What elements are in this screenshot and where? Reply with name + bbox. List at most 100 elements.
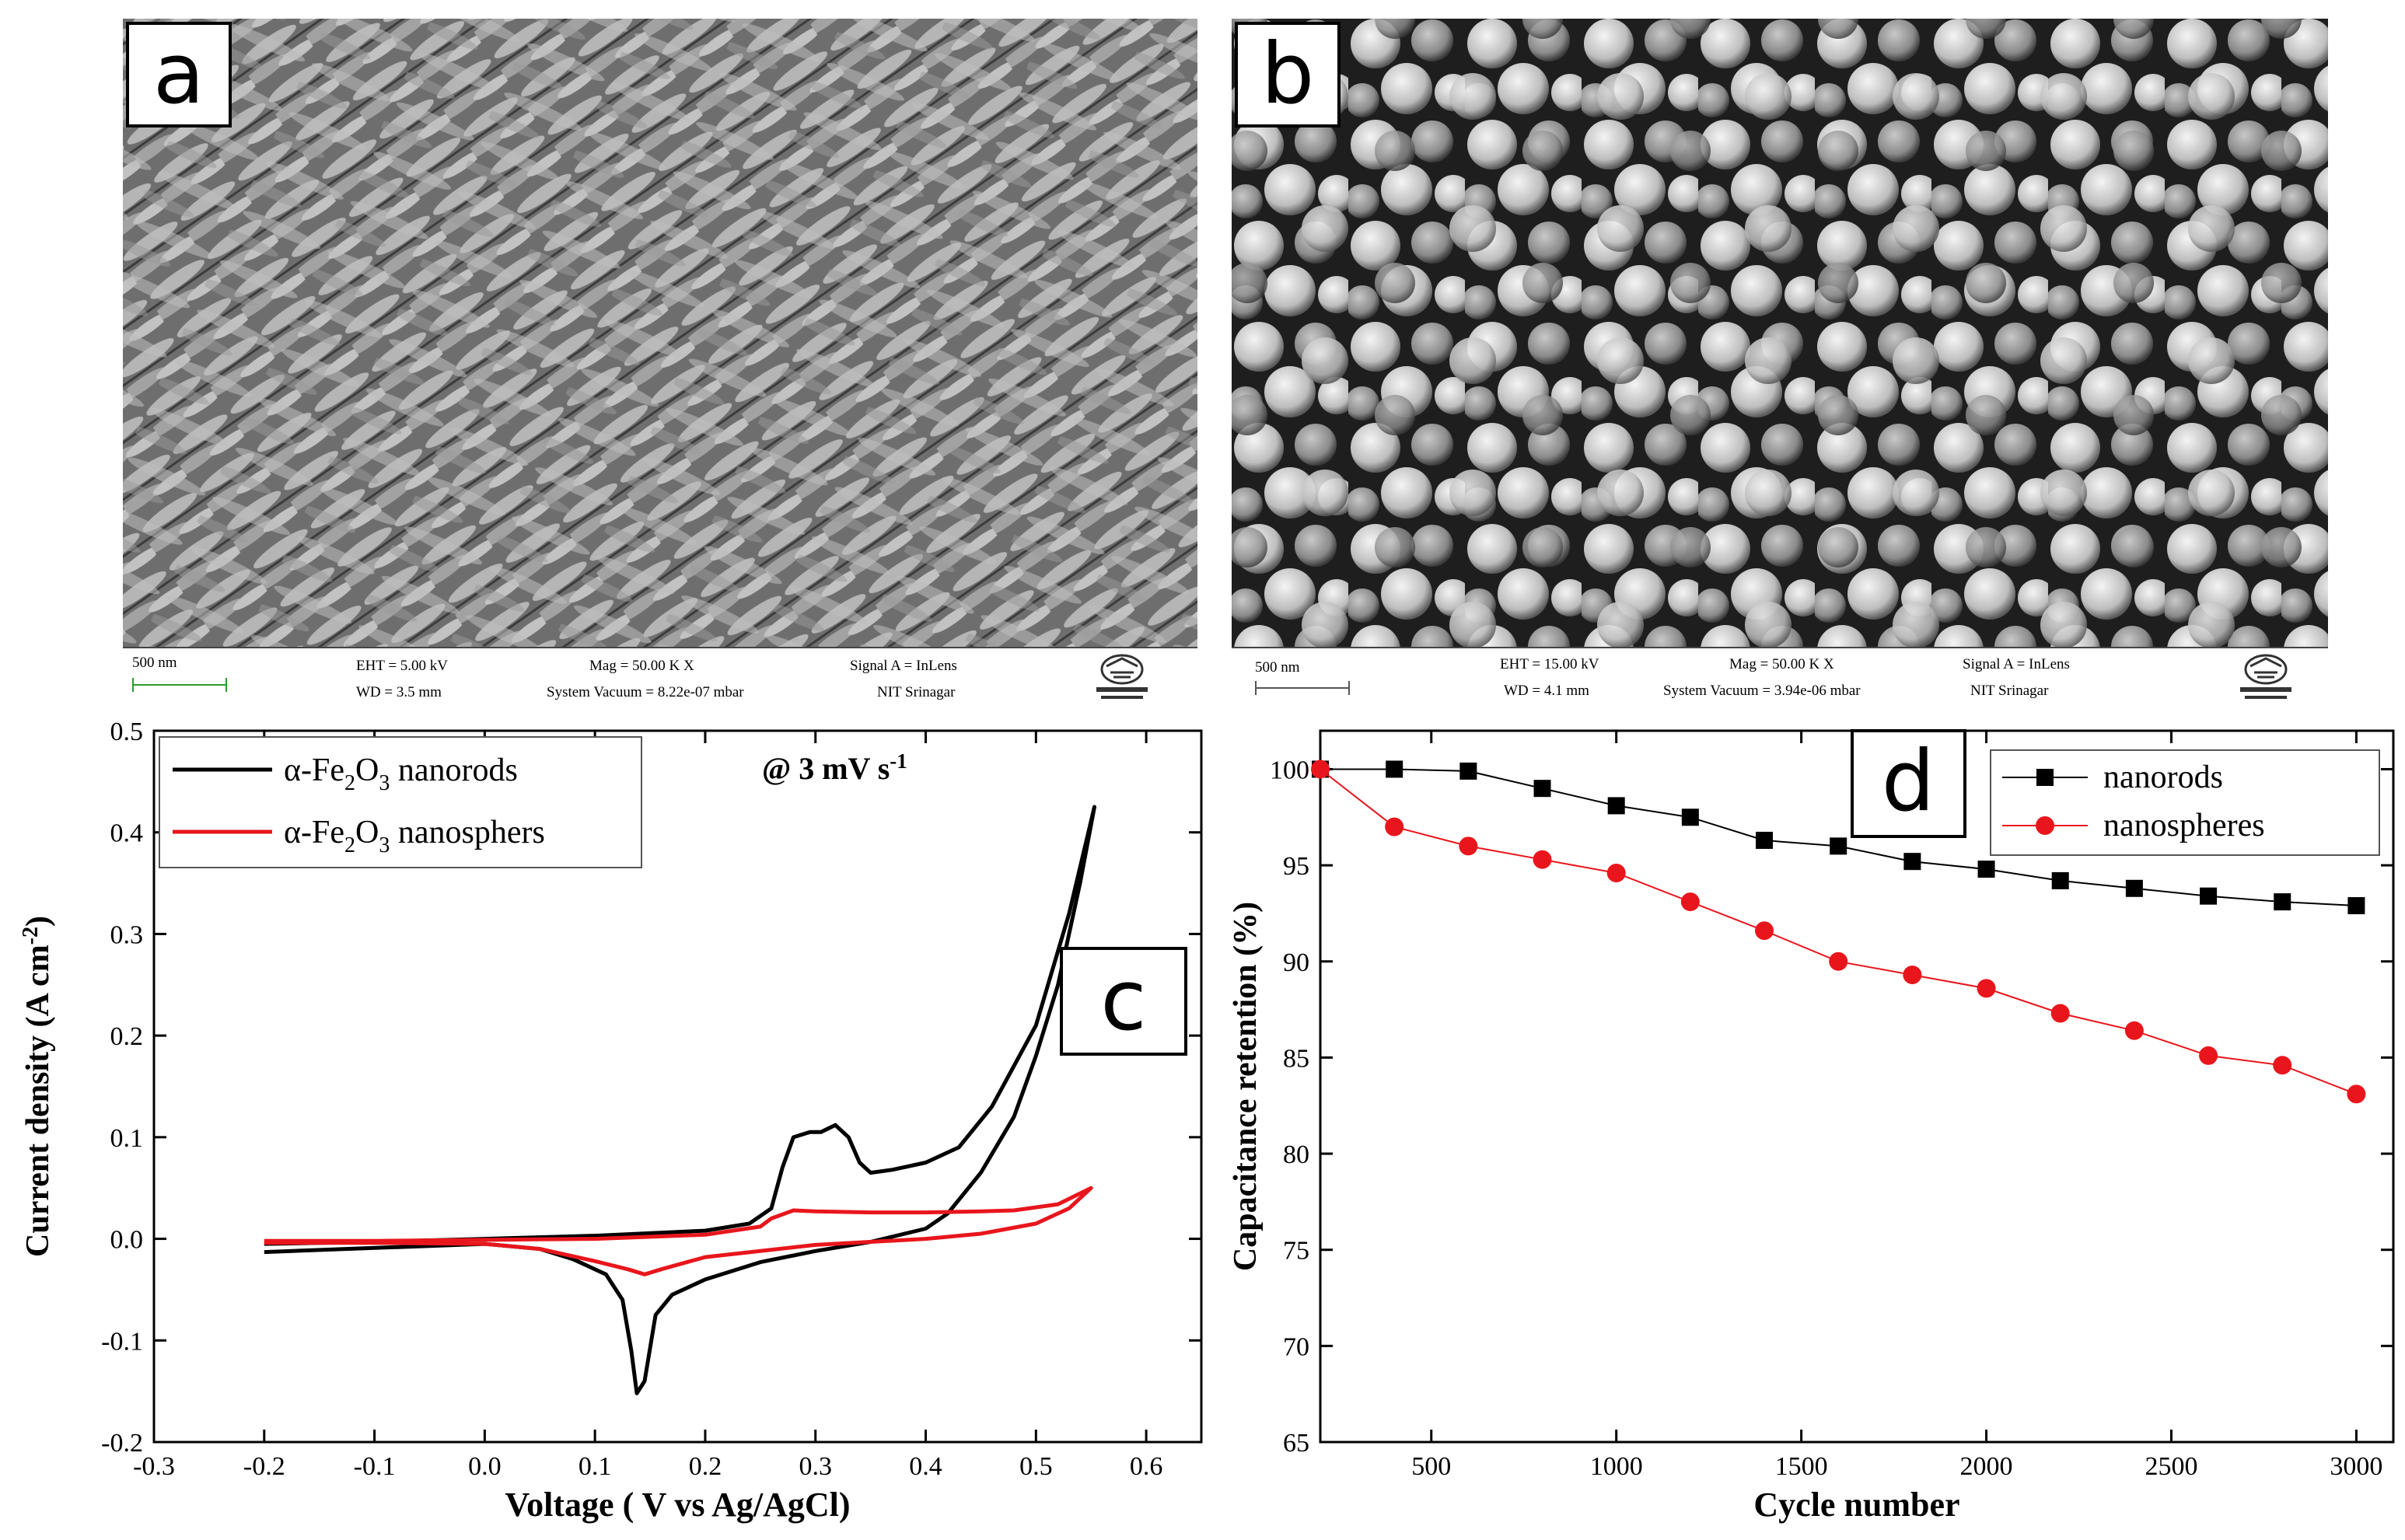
legend-label: α-Fe2O3 nanorods [284,753,518,795]
scale-bar-tick-right [225,678,227,692]
nanospheres-marker [1903,966,1922,985]
y-tick-label: -0.2 [101,1429,143,1458]
legend-subscript: 2 [344,833,355,857]
nanorods-marker [2347,897,2365,915]
nanorods-marker [1977,861,1995,878]
nanorods-marker [2274,893,2291,911]
cv-chart: -0.3 -0.2 -0.1 0.0 0.1 0.2 0.3 0.4 0.5 0.6-0.2-0.… [19,718,1203,1524]
retention-axes: 500 1000 1500 2000 2500 3000 65 70 75 80 85 90 95 100… [1228,729,2395,1524]
nanorods-marker [1830,837,1847,855]
scale-label: 500 nm [132,655,177,671]
cv-legend: α-Fe2O3 nanorods α-Fe2O3 nanosphers [159,736,642,868]
x-tick-label: 3000 [2330,1452,2382,1481]
x-tick-label: 2500 [2145,1452,2197,1481]
legend-text-part: O [355,753,379,788]
cv-plot-frame [152,729,1203,1444]
x-tick-label: 2000 [1960,1452,2013,1481]
y-tick-label: 0.1 [110,1124,144,1153]
scale-bar-tick-left [1255,681,1257,695]
legend-label: nanospheres [2103,808,2265,843]
sem-panel-a: a 500 nm EHT = 5.00 kV WD = 3.5 mm Mag =… [123,19,1197,711]
x-tick-label: 0.1 [579,1452,612,1481]
panel-label-d-box [1851,729,1966,838]
x-tick-label: 500 [1411,1452,1451,1481]
panel-label-c-box [1060,947,1187,1056]
cv-series-group [264,805,1096,1395]
nanorods-marker [1607,797,1625,815]
x-axis-label: Voltage ( V vs Ag/AgCl) [505,1486,850,1524]
scale-bar [1255,687,1350,689]
y-tick-label: 0.0 [110,1226,144,1255]
retention-series-group [1311,760,2366,1104]
retention-legend: nanorods nanospheres [1990,749,2380,856]
mag-label: Mag = 50.00 K X [589,658,694,674]
signal-label: Signal A = InLens [1963,656,2070,672]
legend-marker [2036,816,2054,835]
y-tick-label: 75 [1283,1237,1309,1266]
x-tick-label: 0.5 [1019,1452,1053,1481]
scale-bar-tick-right [1348,681,1350,695]
x-axis-label: Cycle number [1753,1486,1959,1524]
nanospheres-marker [1533,850,1552,869]
y-tick-label: 0.3 [110,920,144,949]
panel-label-c: c [1100,952,1146,1049]
institute-label: NIT Srinagar [1970,683,2049,699]
nanospheres-marker [1606,864,1626,882]
cv-curve-nanospheres [264,1186,1093,1276]
nanorods-marker [1756,831,1774,849]
y-tick-label: 85 [1283,1044,1309,1073]
mag-label: Mag = 50.00 K X [1729,656,1834,672]
sem-info-bar-b: 500 nm EHT = 15.00 kV WD = 4.1 mm Mag = … [1232,647,2328,711]
legend-label: α-Fe2O3 nanosphers [284,815,545,857]
wd-label: WD = 3.5 mm [356,684,442,700]
y-tick-label: -0.1 [101,1327,143,1356]
sem-panel-b: b 500 nm EHT = 15.00 kV WD = 4.1 mm Mag … [1232,19,2328,711]
sem-image-nanorods [123,19,1197,648]
y-axis-label: Current density (A cm-2) [19,916,56,1257]
legend-text-part: α-Fe [284,753,344,788]
sem-info-bar-a: 500 nm EHT = 5.00 kV WD = 3.5 mm Mag = 5… [123,647,1197,711]
panel-label-b: b [1235,22,1341,127]
nanorods-marker [2051,871,2069,889]
cv-axes: -0.3 -0.2 -0.1 0.0 0.1 0.2 0.3 0.4 0.5 0.6-0.2-0.… [19,718,1203,1524]
y-tick-label: 95 [1283,852,1309,881]
nanospheres-marker [2347,1084,2366,1104]
y-axis-label-end: ) [20,916,56,927]
legend-label: nanorods [2103,760,2223,795]
panel-label-a: a [126,22,232,127]
nanorods-marker [1681,808,1699,826]
retention-chart: 500 1000 1500 2000 2500 3000 65 70 75 80 85 90 95 100… [1228,729,2395,1524]
nanorods-marker [1533,780,1551,798]
y-tick-label: 100 [1270,756,1309,784]
y-tick-label: 65 [1283,1429,1309,1458]
y-tick-label: 0.4 [110,819,144,848]
x-tick-label: 0.2 [689,1452,722,1481]
nanospheres-marker [1755,921,1774,941]
y-tick-label: 70 [1283,1332,1309,1361]
y-tick-label: 80 [1283,1140,1309,1169]
y-axis-label: Capacitance retention (%) [1228,902,1264,1271]
nanospheres-marker [2273,1056,2292,1075]
x-tick-label: -0.1 [354,1452,396,1481]
retention-legend-box [1990,749,2380,856]
scale-bar [132,684,227,686]
eht-label: EHT = 15.00 kV [1500,656,1599,672]
nanorods-marker [1459,762,1477,780]
nanospheres-marker [2050,1004,2070,1023]
legend-subscript: 2 [344,771,355,795]
nanospheres-marker [1977,979,1996,998]
nanospheres-marker [2199,1046,2218,1065]
cv-scan-rate-annotation: @ 3 mV s-1 [762,749,907,786]
cv-curve-nanorods [264,805,1096,1395]
cv-legend-box [159,736,642,868]
legend-text-part: O [355,815,379,850]
y-axis-label-sup: -2 [19,927,43,945]
nanospheres-marker [1829,952,1848,971]
nanorods-marker [1903,853,1921,871]
wd-label: WD = 4.1 mm [1504,683,1589,699]
panel-label-d: d [1882,733,1935,830]
y-tick-label: 0.2 [110,1022,144,1051]
scale-bar-tick-left [132,678,134,692]
nanospheres-marker [1311,760,1330,779]
legend-marker [2036,769,2054,786]
